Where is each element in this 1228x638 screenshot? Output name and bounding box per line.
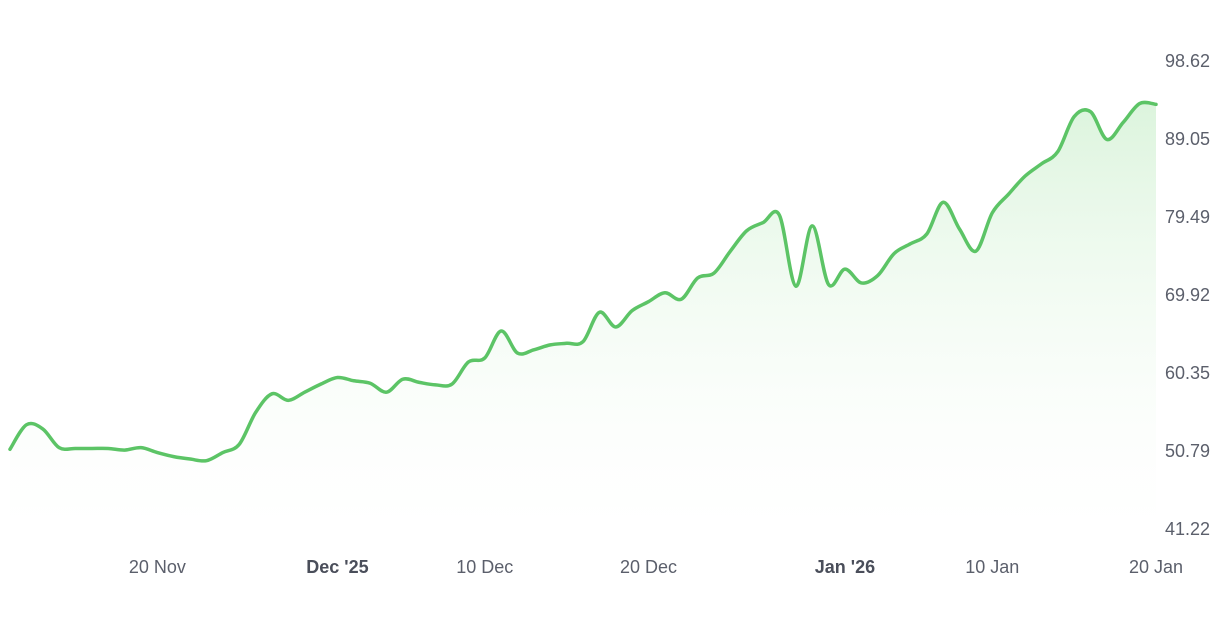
data-point[interactable]	[449, 381, 455, 387]
data-point[interactable]	[973, 248, 979, 254]
data-point[interactable]	[1071, 114, 1077, 120]
data-point[interactable]	[629, 308, 635, 314]
data-point[interactable]	[596, 309, 602, 315]
area-fill-layer	[10, 102, 1156, 529]
data-point[interactable]	[334, 375, 340, 381]
data-point[interactable]	[645, 299, 651, 305]
y-tick-label: 89.05	[1165, 129, 1210, 149]
y-tick-label: 79.49	[1165, 207, 1210, 227]
data-point[interactable]	[678, 296, 684, 302]
data-point[interactable]	[842, 266, 848, 272]
x-tick-label: Jan '26	[815, 557, 875, 577]
data-point[interactable]	[907, 241, 913, 247]
data-point[interactable]	[727, 248, 733, 254]
data-point[interactable]	[891, 251, 897, 257]
data-point[interactable]	[1022, 173, 1028, 179]
data-point[interactable]	[793, 283, 799, 289]
data-point[interactable]	[138, 445, 144, 451]
data-point[interactable]	[72, 445, 78, 451]
data-point[interactable]	[498, 328, 504, 334]
data-point[interactable]	[56, 445, 62, 451]
data-point[interactable]	[433, 382, 439, 388]
data-point[interactable]	[253, 410, 259, 416]
x-tick-label: Dec '25	[306, 557, 368, 577]
data-point[interactable]	[1137, 101, 1143, 107]
data-point[interactable]	[826, 282, 832, 288]
data-point[interactable]	[465, 359, 471, 365]
data-point[interactable]	[203, 458, 209, 464]
data-point[interactable]	[367, 380, 373, 386]
series-area-fill	[10, 102, 1156, 529]
data-point[interactable]	[40, 426, 46, 432]
data-point[interactable]	[531, 347, 537, 353]
data-point[interactable]	[940, 199, 946, 205]
data-point[interactable]	[269, 391, 275, 397]
data-point[interactable]	[285, 397, 291, 403]
data-point[interactable]	[760, 220, 766, 226]
x-tick-label: 20 Jan	[1129, 557, 1183, 577]
series-line[interactable]	[8, 100, 1158, 463]
x-tick-label: 10 Jan	[965, 557, 1019, 577]
data-point[interactable]	[122, 447, 128, 453]
data-point[interactable]	[318, 381, 324, 387]
data-point[interactable]	[482, 355, 488, 361]
data-point[interactable]	[1153, 101, 1159, 107]
data-point[interactable]	[351, 378, 357, 384]
data-point[interactable]	[564, 340, 570, 346]
data-point[interactable]	[515, 350, 521, 356]
data-point[interactable]	[613, 324, 619, 330]
data-point[interactable]	[662, 290, 668, 296]
data-point[interactable]	[809, 223, 815, 229]
data-point[interactable]	[7, 446, 13, 452]
data-point[interactable]	[858, 280, 864, 286]
y-tick-label: 41.22	[1165, 519, 1210, 539]
y-axis-ticks: 98.62 89.05 79.49 69.92 60.35 50.79 41.22	[1165, 51, 1210, 539]
data-point[interactable]	[384, 389, 390, 395]
x-tick-label: 20 Dec	[620, 557, 677, 577]
y-tick-label: 60.35	[1165, 363, 1210, 383]
data-point[interactable]	[957, 226, 963, 232]
data-point[interactable]	[744, 228, 750, 234]
data-point[interactable]	[924, 231, 930, 237]
data-point[interactable]	[302, 389, 308, 395]
data-point[interactable]	[547, 342, 553, 348]
x-axis-ticks: 20 Nov Dec '25 10 Dec 20 Dec Jan '26 10 Jan 20…	[129, 557, 1183, 577]
data-point[interactable]	[400, 376, 406, 382]
data-point[interactable]	[154, 450, 160, 456]
x-tick-label: 10 Dec	[456, 557, 513, 577]
series-line-layer	[7, 100, 1159, 464]
data-point[interactable]	[875, 273, 881, 279]
data-point[interactable]	[89, 445, 95, 451]
data-point[interactable]	[236, 441, 242, 447]
data-point[interactable]	[1088, 109, 1094, 115]
data-point[interactable]	[416, 379, 422, 385]
data-point[interactable]	[1006, 191, 1012, 197]
data-point[interactable]	[1104, 136, 1110, 142]
data-point[interactable]	[989, 210, 995, 216]
data-point[interactable]	[23, 422, 29, 428]
data-point[interactable]	[776, 212, 782, 218]
data-point[interactable]	[1038, 161, 1044, 167]
data-point[interactable]	[187, 456, 193, 462]
data-point[interactable]	[171, 454, 177, 460]
data-point[interactable]	[695, 275, 701, 281]
data-point[interactable]	[220, 450, 226, 456]
y-tick-label: 98.62	[1165, 51, 1210, 71]
data-point[interactable]	[1055, 149, 1061, 155]
y-tick-label: 69.92	[1165, 285, 1210, 305]
data-point[interactable]	[711, 270, 717, 276]
data-point[interactable]	[105, 445, 111, 451]
data-point[interactable]	[1120, 119, 1126, 125]
y-tick-label: 50.79	[1165, 441, 1210, 461]
data-point[interactable]	[580, 339, 586, 345]
x-tick-label: 20 Nov	[129, 557, 186, 577]
